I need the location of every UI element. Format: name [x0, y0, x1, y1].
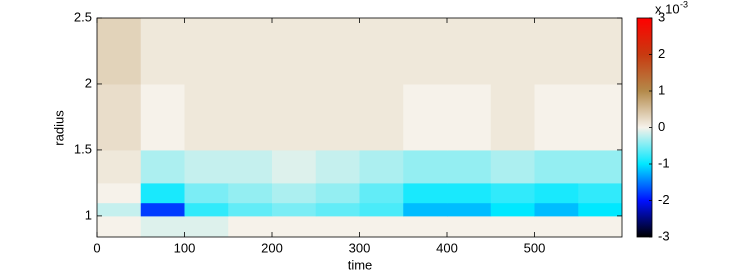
- heat-cell: [403, 18, 448, 85]
- heat-cell: [184, 202, 229, 217]
- colorbar-tick-label: 2: [658, 46, 665, 61]
- heat-cell: [578, 83, 622, 151]
- heat-cell: [578, 18, 622, 85]
- heat-cell: [403, 202, 448, 217]
- heat-cell: [97, 182, 142, 204]
- heat-cell: [359, 149, 404, 184]
- heat-cell: [578, 215, 622, 237]
- heat-cell: [447, 182, 492, 204]
- heat-cell: [403, 215, 448, 237]
- heat-cell: [228, 149, 273, 184]
- heat-cell: [97, 18, 142, 85]
- heat-cell: [578, 202, 622, 217]
- heat-cell: [272, 202, 317, 217]
- heat-cell: [490, 149, 535, 184]
- x-tick-label: 400: [436, 240, 458, 255]
- heat-cell: [97, 202, 142, 217]
- heat-cell: [359, 83, 404, 151]
- y-tick-label: 1: [85, 207, 92, 222]
- y-tick-label: 2: [85, 75, 92, 90]
- heat-cell: [140, 83, 185, 151]
- heat-cell: [140, 18, 185, 85]
- heat-cell: [359, 182, 404, 204]
- heat-cell: [403, 149, 448, 184]
- heat-cell: [140, 215, 185, 237]
- heat-cell: [403, 83, 448, 151]
- heat-cell: [359, 18, 404, 85]
- heat-cell: [534, 83, 579, 151]
- heat-cell: [490, 182, 535, 204]
- heat-cell: [228, 215, 273, 237]
- heat-cell: [184, 149, 229, 184]
- colorbar-tick-label: -2: [658, 192, 670, 207]
- heat-cell: [315, 83, 360, 151]
- x-tick-label: 200: [261, 240, 283, 255]
- y-tick-label: 2.5: [74, 9, 92, 24]
- heat-cell: [447, 149, 492, 184]
- heat-cell: [490, 215, 535, 237]
- heat-cell: [447, 83, 492, 151]
- heat-cell: [315, 202, 360, 217]
- x-tick-label: 300: [349, 240, 371, 255]
- heat-cell: [534, 149, 579, 184]
- heat-cell: [315, 18, 360, 85]
- heat-cell: [272, 149, 317, 184]
- heat-cell: [228, 18, 273, 85]
- heat-cell: [272, 83, 317, 151]
- heat-cell: [447, 202, 492, 217]
- heat-cell: [534, 18, 579, 85]
- x-tick-label: 100: [174, 240, 196, 255]
- heat-cell: [534, 182, 579, 204]
- heat-cell: [184, 182, 229, 204]
- heat-cell: [447, 18, 492, 85]
- heat-cell: [184, 215, 229, 237]
- heat-cell: [272, 215, 317, 237]
- heat-cell: [315, 182, 360, 204]
- heat-cell: [490, 83, 535, 151]
- x-tick-label: 0: [93, 240, 100, 255]
- heat-cell: [315, 215, 360, 237]
- heatmap: [97, 18, 622, 237]
- heat-cell: [403, 182, 448, 204]
- heat-cell: [228, 83, 273, 151]
- heat-cell: [578, 182, 622, 204]
- heat-cell: [272, 182, 317, 204]
- heat-cell: [228, 182, 273, 204]
- y-axis-label: radius: [51, 110, 66, 146]
- heat-cell: [140, 149, 185, 184]
- colorbar-tick-label: 3: [658, 9, 665, 24]
- heat-cell: [97, 215, 142, 237]
- x-tick-label: 500: [524, 240, 546, 255]
- colorbar-exponent: -3: [680, 0, 688, 9]
- x-axis-label: time: [348, 257, 373, 272]
- colorbar-tick-label: 1: [658, 82, 665, 97]
- colorbar-tick-label: -3: [658, 228, 670, 243]
- heat-cell: [359, 215, 404, 237]
- heat-cell: [140, 182, 185, 204]
- heat-cell: [490, 202, 535, 217]
- heat-cell: [447, 215, 492, 237]
- heat-cell: [97, 149, 142, 184]
- heat-cell: [534, 215, 579, 237]
- heat-cell: [228, 202, 273, 217]
- heat-cell: [359, 202, 404, 217]
- heat-cell: [184, 83, 229, 151]
- colorbar-label: x 10: [655, 1, 680, 16]
- y-tick-label: 1.5: [74, 141, 92, 156]
- heat-cell: [140, 202, 185, 217]
- heat-cell: [272, 18, 317, 85]
- heat-cell: [315, 149, 360, 184]
- heat-cell: [184, 18, 229, 85]
- heat-cell: [578, 149, 622, 184]
- heat-cell: [490, 18, 535, 85]
- colorbar-tick-label: 0: [658, 119, 665, 134]
- heat-cell: [534, 202, 579, 217]
- colorbar-tick-label: -1: [658, 155, 670, 170]
- heat-cell: [97, 83, 142, 151]
